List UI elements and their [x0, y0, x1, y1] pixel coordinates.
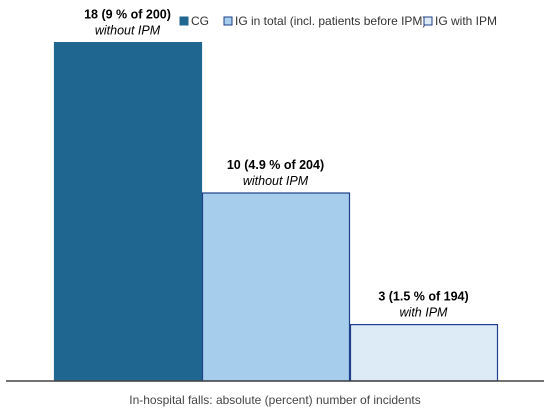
x-axis-label: In-hospital falls: absolute (percent) nu…	[129, 393, 421, 407]
legend: CG IG in total (incl. patients before IPM…	[179, 14, 497, 28]
bars-group	[53, 41, 499, 382]
bar-sub-label-1: without IPM	[95, 24, 161, 38]
bar-2	[201, 192, 351, 382]
bar-value-label-1: 18 (9 % of 200)	[84, 8, 171, 22]
bar-sub-label-3: with IPM	[400, 306, 449, 320]
bar-3	[349, 324, 499, 382]
legend-swatch-3	[423, 16, 433, 26]
bar-value-label-3: 3 (1.5 % of 194)	[378, 290, 468, 304]
legend-swatch-1	[179, 16, 189, 26]
bar-labels-group: 18 (9 % of 200) without IPM 10 (4.9 % of 2…	[84, 8, 469, 320]
legend-entry-3: IG with IPM	[435, 14, 497, 28]
legend-swatch-2	[223, 16, 233, 26]
bar-sub-label-2: without IPM	[243, 174, 309, 188]
legend-entry-2: IG in total (incl. patients before IPM)	[235, 14, 426, 28]
bar-value-label-2: 10 (4.9 % of 204)	[227, 158, 324, 172]
bar-1	[53, 41, 203, 382]
legend-entry-1: CG	[191, 14, 209, 28]
